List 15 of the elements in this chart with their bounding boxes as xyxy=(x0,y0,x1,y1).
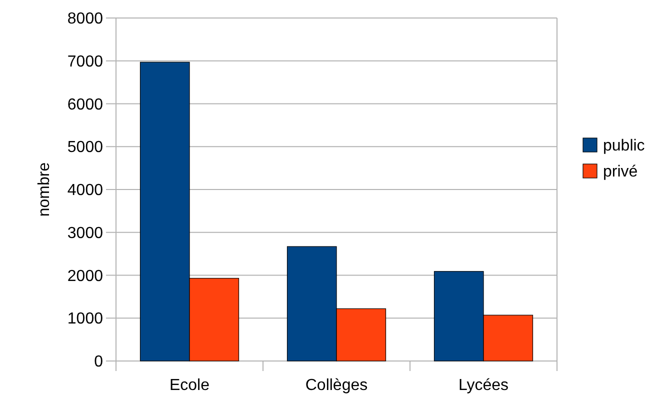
y-tick-label: 7000 xyxy=(67,53,104,70)
y-tick-label: 2000 xyxy=(67,268,104,285)
x-tick-label: Collèges xyxy=(305,377,368,394)
x-tick-label: Ecole xyxy=(169,377,210,394)
legend-label: privé xyxy=(603,164,638,181)
y-tick-label: 0 xyxy=(94,354,104,371)
y-tick-label: 1000 xyxy=(67,310,104,328)
x-tick-label: Lycées xyxy=(458,377,509,394)
y-tick-label: 5000 xyxy=(67,139,104,156)
legend-label: public xyxy=(603,138,645,155)
y-tick-label: 4000 xyxy=(67,182,104,200)
y-tick-label: 8000 xyxy=(67,10,104,28)
y-tick-label: 3000 xyxy=(67,224,104,242)
y-tick-label: 6000 xyxy=(67,96,104,114)
y-axis-title: nombre xyxy=(36,162,53,217)
